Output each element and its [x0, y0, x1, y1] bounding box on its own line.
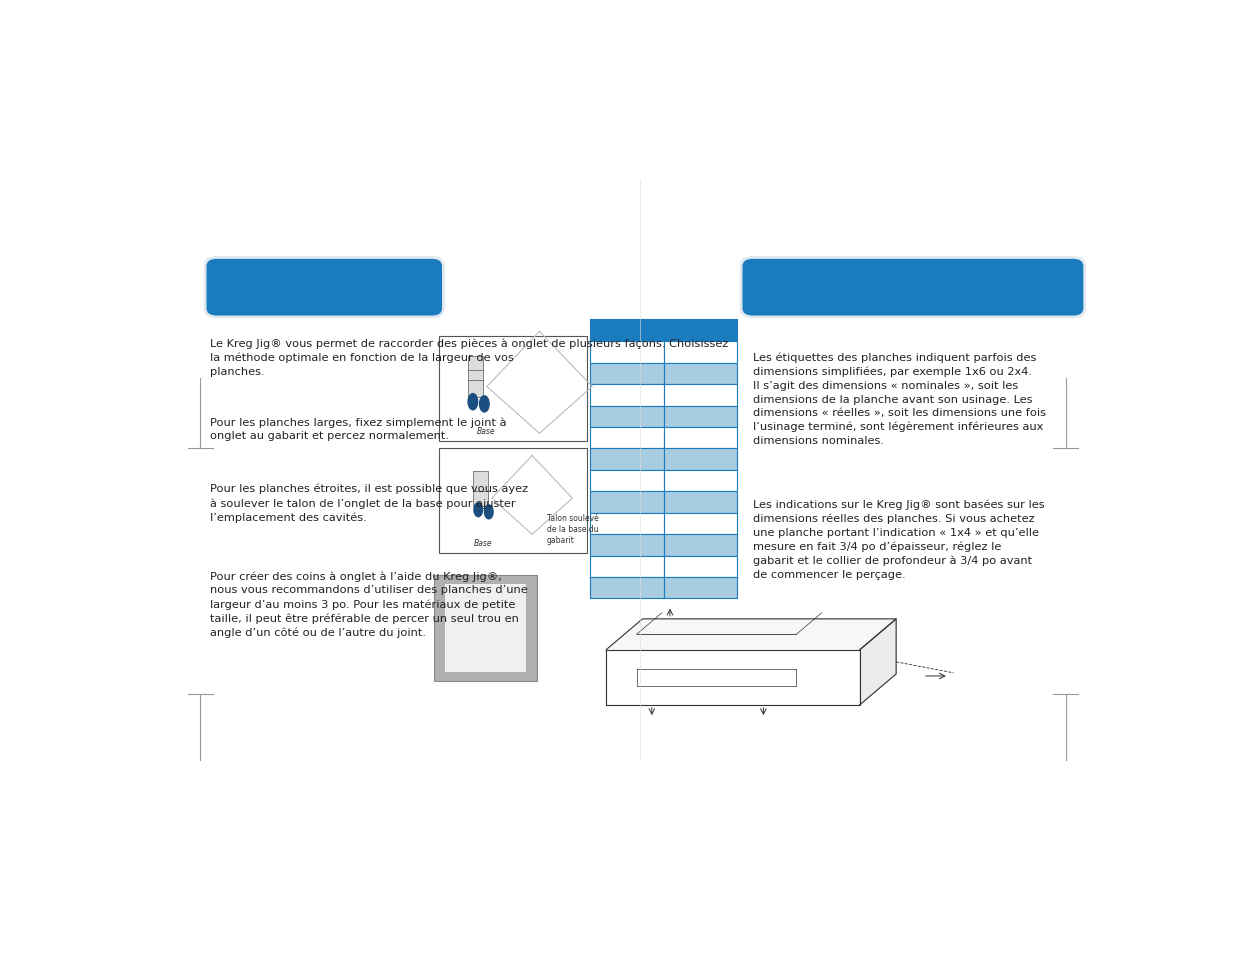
Bar: [590, 492, 663, 513]
Bar: [468, 356, 483, 397]
Polygon shape: [606, 619, 897, 650]
Bar: [663, 342, 737, 363]
Bar: [590, 320, 737, 342]
Bar: [590, 363, 663, 385]
Bar: [663, 449, 737, 471]
Bar: [663, 406, 737, 428]
Bar: [590, 471, 663, 492]
Bar: [473, 471, 488, 506]
Text: Les étiquettes des planches indiquent parfois des
dimensions simplifiées, par ex: Les étiquettes des planches indiquent pa…: [752, 352, 1046, 446]
Text: Les indications sur le Kreg Jig® sont basées sur les
dimensions réelles des plan: Les indications sur le Kreg Jig® sont ba…: [752, 498, 1045, 579]
Ellipse shape: [479, 396, 489, 413]
Bar: [590, 449, 663, 471]
Bar: [663, 471, 737, 492]
Text: Pour créer des coins à onglet à l’aide du Kreg Jig®,
nous vous recommandons d’ut: Pour créer des coins à onglet à l’aide d…: [210, 571, 527, 638]
Bar: [438, 448, 587, 553]
Bar: [663, 578, 737, 598]
Text: Pour les planches larges, fixez simplement le joint à
onglet au gabarit et perce: Pour les planches larges, fixez simpleme…: [210, 416, 506, 441]
Bar: [433, 576, 537, 681]
Bar: [590, 513, 663, 535]
Bar: [446, 584, 526, 673]
Bar: [590, 428, 663, 449]
Bar: [590, 556, 663, 578]
Text: Talon soulevé
de la base du
gabarit: Talon soulevé de la base du gabarit: [547, 514, 599, 544]
Text: Base: Base: [477, 427, 495, 436]
Bar: [663, 492, 737, 513]
Ellipse shape: [474, 503, 483, 517]
FancyBboxPatch shape: [205, 258, 443, 317]
Bar: [663, 535, 737, 556]
Ellipse shape: [468, 395, 478, 411]
Bar: [590, 578, 663, 598]
Bar: [663, 428, 737, 449]
FancyBboxPatch shape: [741, 258, 1084, 317]
Bar: [663, 556, 737, 578]
Bar: [663, 385, 737, 406]
Bar: [663, 513, 737, 535]
Bar: [590, 385, 663, 406]
Text: Le Kreg Jig® vous permet de raccorder des pièces à onglet de plusieurs façons. C: Le Kreg Jig® vous permet de raccorder de…: [210, 338, 729, 376]
Text: Pour les planches étroites, il est possible que vous ayez
à soulever le talon de: Pour les planches étroites, il est possi…: [210, 483, 529, 522]
Bar: [590, 342, 663, 363]
Polygon shape: [860, 619, 897, 705]
Ellipse shape: [484, 505, 493, 519]
Bar: [590, 406, 663, 428]
Bar: [590, 535, 663, 556]
Bar: [663, 363, 737, 385]
Text: Base: Base: [474, 538, 493, 547]
Bar: [438, 336, 587, 441]
